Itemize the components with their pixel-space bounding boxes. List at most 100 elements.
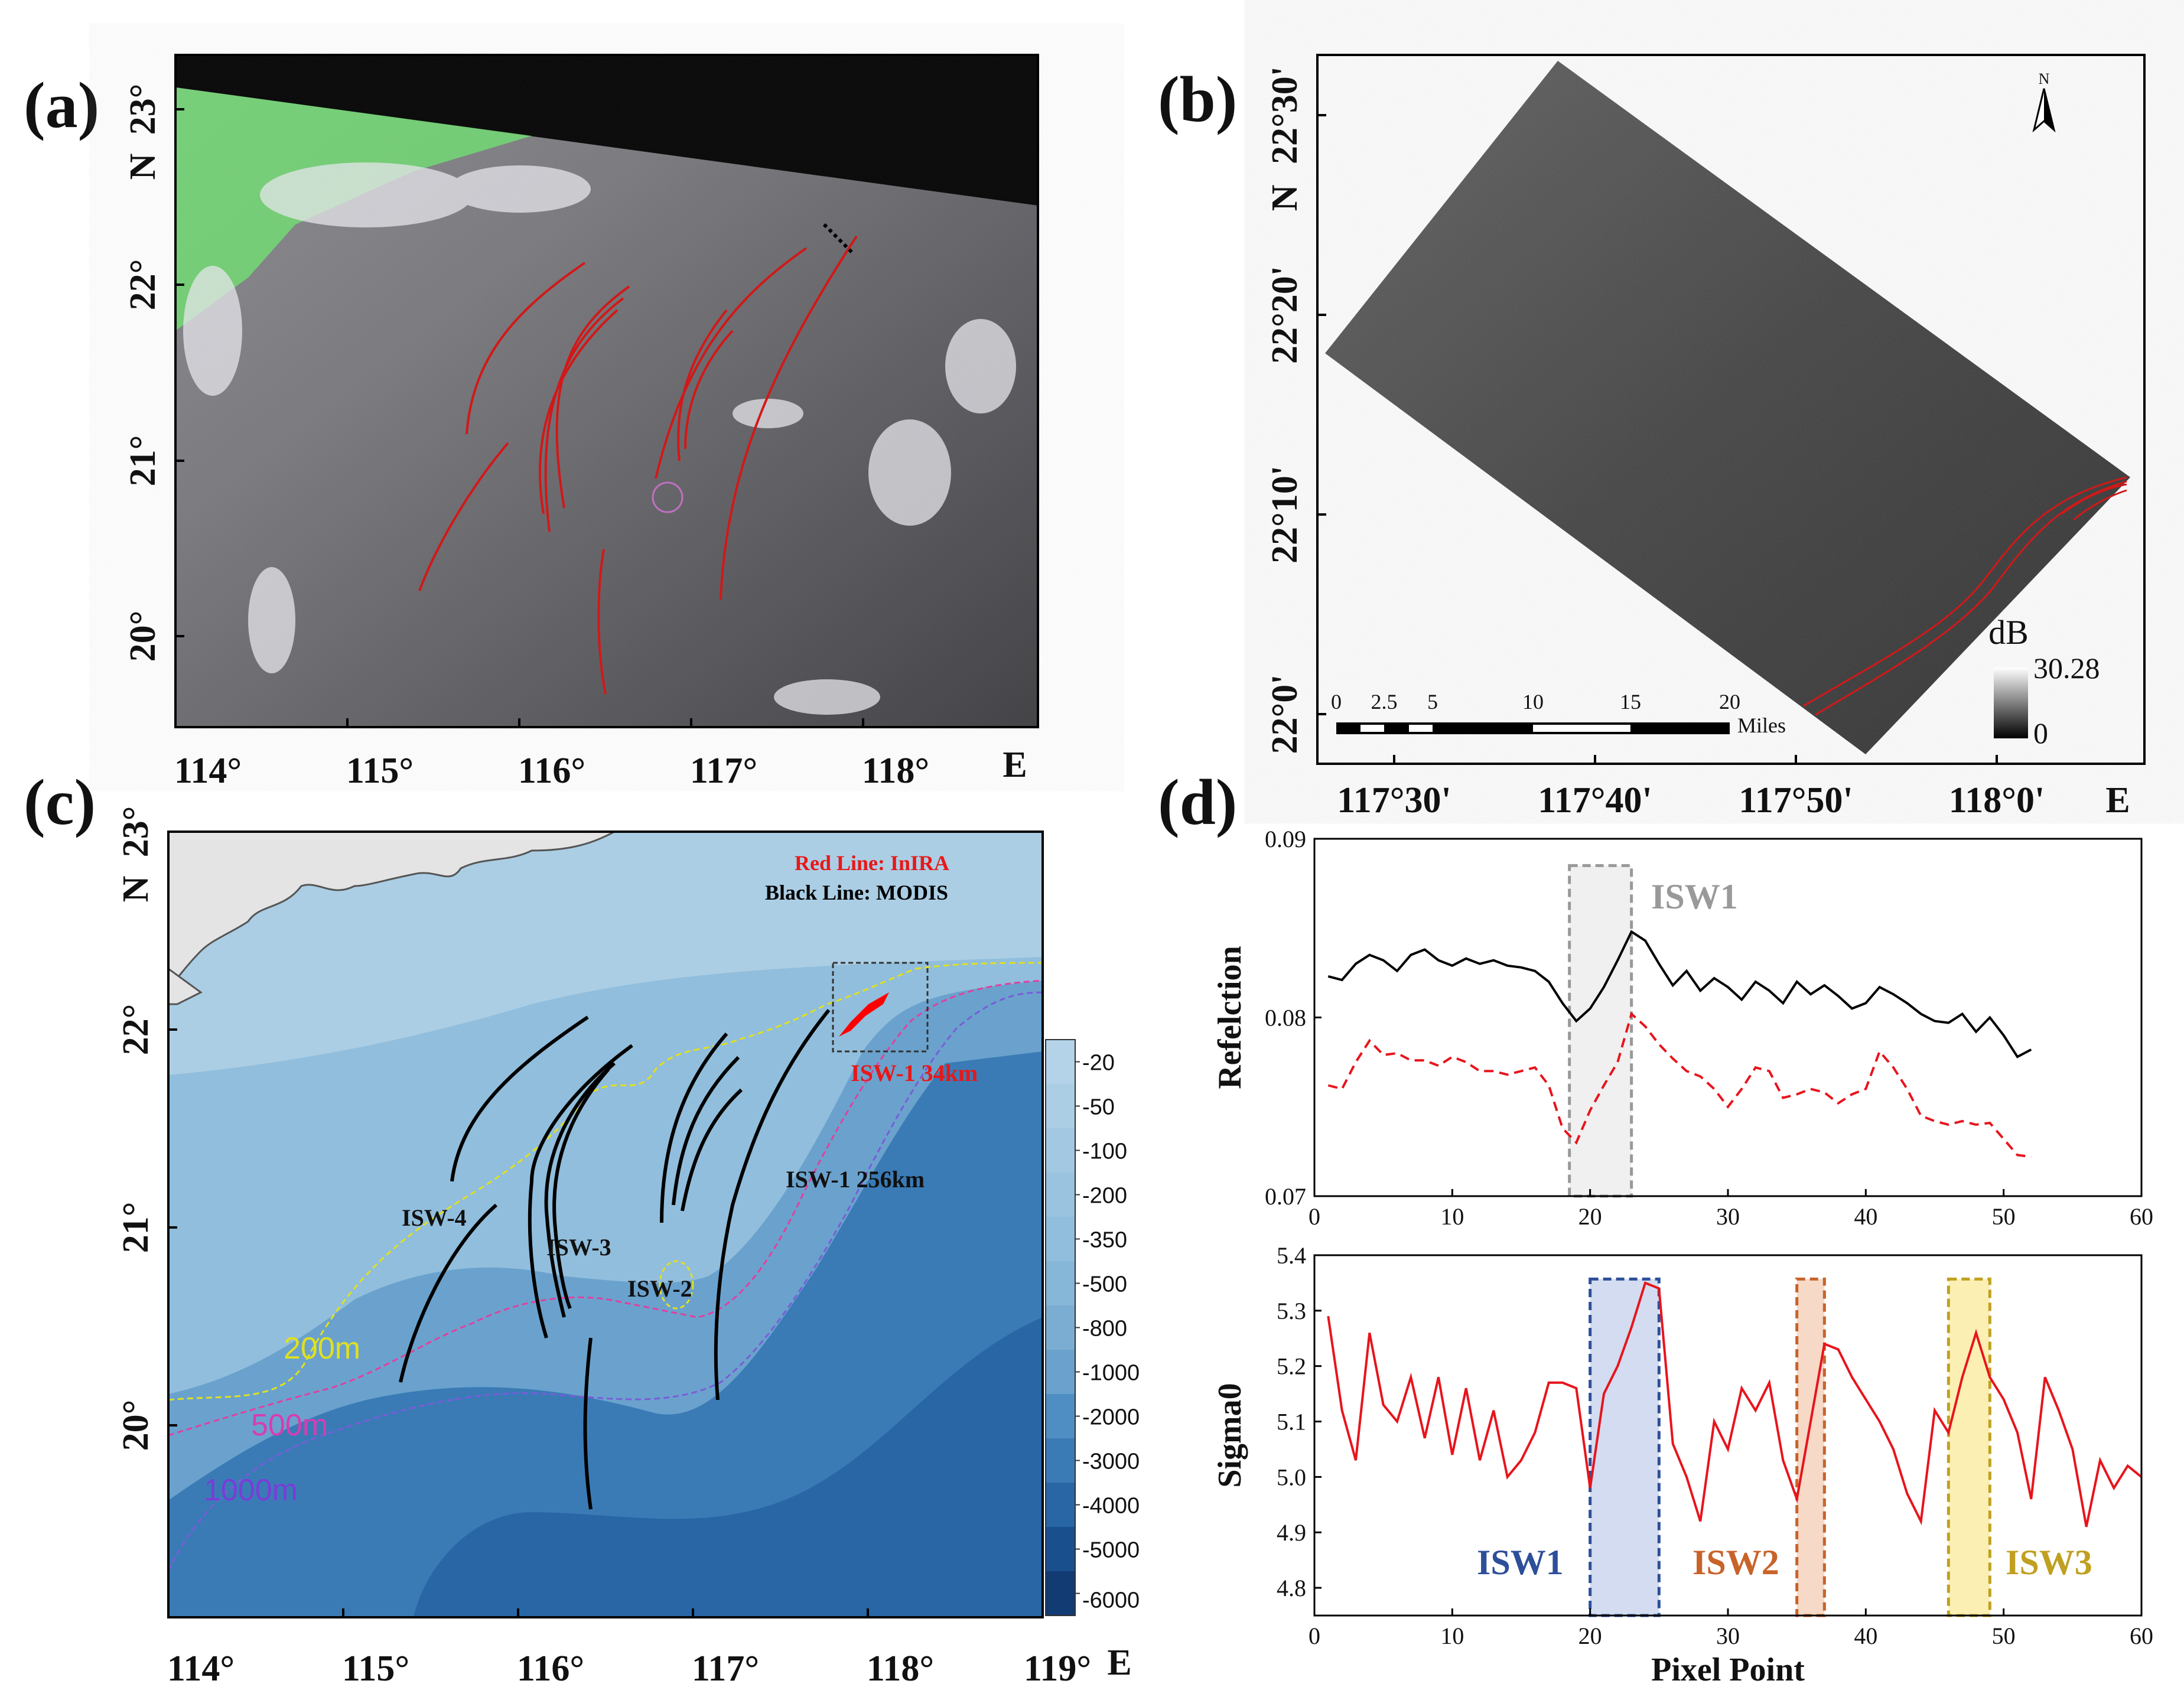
scale-tick-1: 2.5 (1371, 690, 1398, 714)
x-tick-label: 10 (1440, 1623, 1464, 1649)
scale-tick-3: 10 (1522, 690, 1544, 714)
colorbar-swatch (1046, 1128, 1075, 1173)
panel-a-x-unit: E (1003, 745, 1027, 785)
series-black (1327, 930, 2032, 1059)
colorbar-swatch (1046, 1483, 1075, 1527)
x-axis-label: Pixel Point (1651, 1652, 1805, 1688)
y-tick-label: 5.4 (1277, 1242, 1306, 1269)
colorbar-tick-label: -3000 (1082, 1450, 1140, 1474)
highlight-isw2 (1795, 1277, 1826, 1617)
colorbar-tick-label: -50 (1082, 1095, 1115, 1120)
colorbar-swatch (1046, 1571, 1075, 1616)
scale-bar (1336, 722, 1730, 734)
panel-b-isw-lines (1803, 476, 2127, 716)
panel-a-xtick-4: 118° (862, 751, 929, 791)
panel-c-xtick-2: 116° (517, 1649, 584, 1689)
panel-b-colorbar-max: 30.28 (2033, 652, 2100, 685)
panel-c-colorbar: -20 -50 -100 -200 -350 -500 -800 -1000 -2000 -300… (1045, 1039, 1140, 1616)
x-tick-label: 30 (1716, 1203, 1740, 1230)
colorbar-tick-label: -200 (1082, 1184, 1127, 1209)
colorbar-tick-label: -350 (1082, 1228, 1127, 1253)
colorbar-swatch (1046, 1527, 1075, 1571)
panel-b-colorbar-title: dB (1988, 613, 2029, 652)
colorbar-swatch (1046, 1350, 1075, 1394)
isw-1-inira-label: ISW-1 34km (851, 1060, 978, 1086)
panel-c-isw-lines (399, 1009, 831, 1510)
panel-c-tick-marks (167, 831, 1044, 1617)
x-tick-label: 50 (1992, 1203, 2016, 1230)
series-sigma0 (1327, 1281, 2143, 1528)
x-tick-label: 20 (1578, 1203, 1602, 1230)
panel-c-xtick-3: 117° (692, 1649, 759, 1689)
panel-a-y-unit: N (123, 154, 163, 180)
y-axis-label: Sigma0 (1212, 1383, 1248, 1487)
panel-b-y-unit: N (1265, 185, 1305, 211)
y-tick-label: 0.08 (1265, 1005, 1306, 1031)
panel-a-ytick-1: 22° (123, 259, 163, 311)
y-tick-label: 5.2 (1277, 1353, 1306, 1380)
scale-tick-5: 20 (1719, 690, 1740, 714)
panel-b-ytick-0: 22°30' (1265, 66, 1305, 164)
panel-b-xtick-1: 117°40' (1538, 780, 1652, 820)
panel-b-sar-speckle (1325, 61, 2130, 754)
panel-c: (c) (24, 766, 1140, 1689)
chart-sigma0: 0 10 20 30 40 50 60 4.8 4.9 5.0 5.1 5.2 5.3 5.4 Sigma0… (1212, 1242, 2153, 1688)
contour-500m-label: 500m (251, 1408, 328, 1442)
panel-a-eddy-ring (652, 481, 683, 513)
x-tick-label: 50 (1992, 1623, 2016, 1649)
panel-a-ytick-3: 20° (123, 611, 163, 662)
scale-tick-2: 5 (1427, 690, 1438, 714)
x-tick-label: 0 (1309, 1203, 1320, 1230)
panel-c-xtick-1: 115° (342, 1649, 409, 1689)
x-tick-label: 0 (1309, 1623, 1320, 1649)
panel-a-ytick-0: 23° (123, 84, 163, 135)
panel-b-frame (1316, 54, 2146, 765)
panel-c-bathymetry (168, 832, 1043, 1617)
panel-c-y-unit: N (116, 876, 156, 903)
scale-tick-4: 15 (1620, 690, 1641, 714)
panel-b-colorbar (1994, 667, 2028, 738)
panel-a: (a) (24, 54, 1039, 791)
panel-d-label: (d) (1158, 766, 1237, 838)
isw-2-label: ISW-2 (627, 1275, 692, 1302)
isw-3-label: ISW-3 (546, 1234, 611, 1261)
scale-tick-0: 0 (1331, 690, 1342, 714)
highlight-isw3 (1947, 1277, 1991, 1617)
y-tick-label: 5.3 (1277, 1298, 1306, 1324)
legend-black: Black Line: MODIS (765, 881, 948, 904)
colorbar-swatch (1046, 1173, 1075, 1217)
colorbar-tick-label: -100 (1082, 1139, 1127, 1164)
panel-c-inira-line (839, 992, 889, 1037)
y-tick-label: 0.07 (1265, 1183, 1306, 1210)
panel-b-ytick-3: 22°0' (1265, 674, 1305, 754)
chart-reflection: 0 10 20 30 40 50 60 0.07 0.08 0.09 Refelction ISW1 (1212, 826, 2153, 1230)
colorbar-tick-label: -2000 (1082, 1405, 1140, 1430)
panel-a-xtick-2: 116° (518, 751, 585, 791)
colorbar-tick-label: -4000 (1082, 1494, 1140, 1519)
contour-1000m-label: 1000m (204, 1473, 298, 1507)
panel-b-label: (b) (1158, 63, 1237, 135)
panel-c-frame (167, 831, 1044, 1618)
colorbar-swatch (1046, 1217, 1075, 1261)
panel-a-xtick-1: 115° (346, 751, 414, 791)
y-tick-label: 4.9 (1277, 1519, 1306, 1546)
x-tick-label: 30 (1716, 1623, 1740, 1649)
series-red-dashed (1327, 1011, 2032, 1158)
panel-a-frame (174, 54, 1039, 728)
y-tick-label: 5.1 (1277, 1409, 1306, 1435)
panel-a-ytick-2: 21° (123, 435, 163, 487)
panel-c-study-box (832, 962, 929, 1053)
scale-unit: Miles (1737, 714, 1786, 737)
panel-a-xtick-3: 117° (690, 751, 757, 791)
isw-4-label: ISW-4 (402, 1204, 467, 1231)
north-arrow (2032, 88, 2056, 133)
panel-c-xtick-5: 119° (1024, 1649, 1091, 1689)
panel-a-texture (175, 87, 1038, 727)
y-tick-label: 0.09 (1265, 826, 1306, 852)
panel-c-xtick-4: 118° (867, 1649, 934, 1689)
colorbar-swatch (1046, 1305, 1075, 1350)
contour-200m-label: 200m (284, 1331, 360, 1366)
legend-red: Red Line: InIRA (795, 851, 949, 875)
x-tick-label: 60 (2130, 1203, 2153, 1230)
